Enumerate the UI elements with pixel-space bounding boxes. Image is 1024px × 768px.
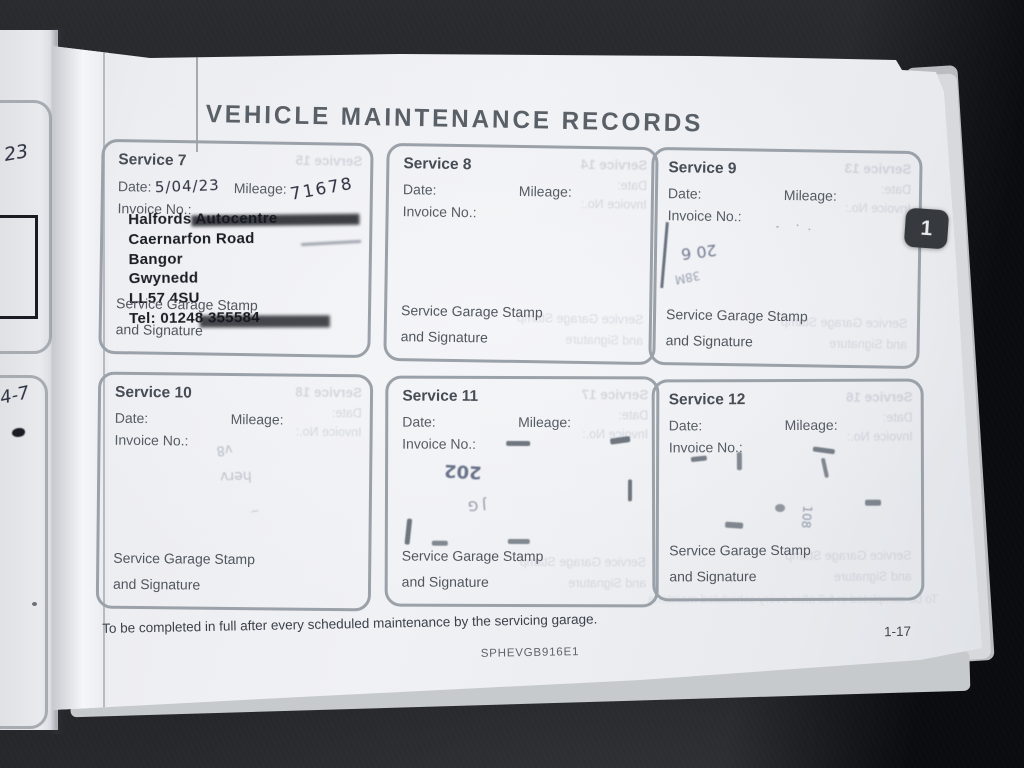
mileage-label: Mileage: (518, 413, 572, 431)
ink-bleed-mark (404, 518, 413, 545)
ink-bleed-mark (627, 479, 633, 502)
ink-bleed-text: v8 (215, 440, 234, 458)
service-title: Service 8 (403, 155, 472, 174)
ink-specks (773, 221, 814, 233)
invoice-label: Invoice No.: (402, 202, 477, 220)
date-label: Date: (117, 178, 152, 195)
invoice-label: Invoice No.: (114, 431, 189, 449)
mileage-label: Mileage: (784, 416, 838, 434)
page-fold-line (103, 46, 105, 710)
ink-bleed-mark (865, 499, 882, 506)
ink-bleed-text: 108 (798, 504, 815, 529)
ink-bleed-mark (506, 440, 531, 447)
partial-stamp-box (0, 215, 38, 319)
ink-bleed-mark (736, 452, 742, 471)
ink-bleed-mark: ~ (248, 503, 262, 520)
service-8-record-box: Service 14 Date: Invoice No.: Service 8 … (383, 142, 659, 366)
service-title: Service 11 (402, 387, 479, 405)
date-label: Date: (667, 185, 702, 202)
footer-instruction: To be completed in full after every sche… (102, 611, 598, 636)
section-index-tab: 1 (903, 207, 950, 250)
service-7-record-box: Service 15 Service 7 Date: 5/04/23 Milea… (98, 138, 374, 359)
service-title: Service 10 (114, 383, 192, 402)
invoice-label: Invoice No.: (668, 438, 743, 456)
mileage-label: Mileage: (783, 186, 837, 204)
invoice-label: Invoice No.: (402, 435, 477, 452)
faint-stamp-mark (301, 239, 362, 247)
page-crease-line (196, 56, 198, 152)
mileage-label: Mileage: (233, 179, 287, 197)
ink-bleed-mark (820, 457, 829, 479)
handwritten-note: 23 (2, 140, 30, 166)
partial-record-box (0, 375, 48, 729)
date-label: Date: (402, 413, 436, 430)
invoice-label: Invoice No.: (667, 206, 742, 224)
ink-speck (32, 602, 37, 606)
ink-smear (191, 213, 360, 227)
service-11-record-box: Service 17 Date: Invoice No.: Service 11… (384, 375, 660, 608)
ink-bleed-mark (660, 222, 669, 289)
ink-bleed-text: 38M (673, 268, 702, 287)
ink-bleed-text: herv (219, 467, 252, 485)
service-12-record-box: Service 16 Date: Invoice No.: Service 12… (651, 378, 925, 602)
document-code: SPHEVGB916E1 (480, 646, 580, 660)
partial-record-box (0, 100, 52, 354)
ink-bleed-mark (690, 455, 708, 463)
service-10-record-box: Service 18 Date: Invoice No.: Service 10… (95, 371, 374, 612)
faint-stamp-mark (291, 228, 318, 241)
mileage-label: Mileage: (518, 182, 572, 200)
stamp-signature-caption: Service Garage Stamp and Signature (112, 549, 255, 593)
stamp-signature-caption: Service Garage Stamp and Signature (115, 295, 258, 339)
page-number: 1-17 (883, 623, 912, 640)
service-9-record-box: Service 13 Date: Invoice No.: Service 9 … (648, 146, 923, 370)
service-title: Service 9 (668, 159, 737, 178)
previous-page-edge: 23 4-7 (0, 30, 58, 730)
date-label: Date: (114, 409, 149, 427)
mileage-label: Mileage: (230, 410, 284, 428)
stamp-signature-caption: Service Garage Stamp and Signature (665, 306, 808, 350)
date-label: Date: (668, 417, 703, 434)
ink-bleed-text: 202 (443, 459, 483, 483)
page-curl-highlight (52, 46, 108, 710)
date-label: Date: (402, 181, 437, 198)
handwritten-date: 5/04/23 (154, 176, 221, 197)
service-title: Service 12 (668, 391, 746, 409)
ink-bleed-mark (724, 521, 744, 529)
service-title: Service 7 (118, 151, 187, 170)
stamp-signature-caption: Service Garage Stamp and Signature (401, 547, 544, 590)
ink-bleed-text: 20 6 (680, 240, 718, 264)
stamp-signature-caption: Service Garage Stamp and Signature (669, 542, 811, 585)
ink-blot (12, 428, 25, 437)
ink-bleed-mark (775, 504, 786, 513)
stamp-signature-caption: Service Garage Stamp and Signature (400, 302, 543, 346)
page-title: VEHICLE MAINTENANCE RECORDS (205, 100, 704, 138)
ink-bleed-text: J G (467, 496, 487, 513)
